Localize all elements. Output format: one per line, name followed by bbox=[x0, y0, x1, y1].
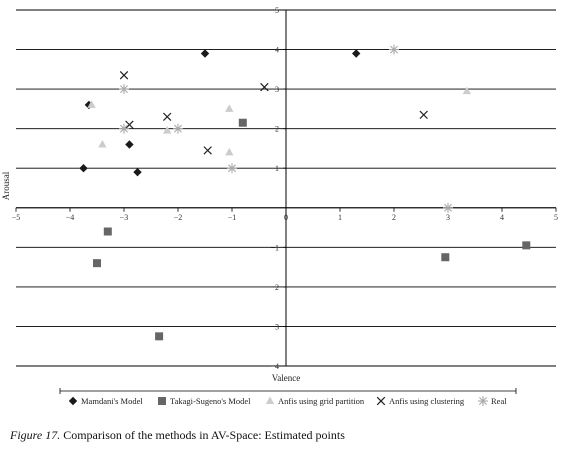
x-tick-label: 4 bbox=[500, 213, 504, 222]
legend-entry-label: Anfis using clustering bbox=[389, 396, 465, 406]
y-tick-label: 4 bbox=[275, 46, 279, 55]
scatter-chart: −5 −4 −3 −2 −1 0 1 2 3 4 5 −4 −3 −2 −1 1 2 3 4 5 Valence Ar… bbox=[1, 6, 558, 406]
y-tick-label: 5 bbox=[275, 6, 279, 15]
point-s4-2 bbox=[173, 123, 183, 134]
point-s0-4 bbox=[79, 164, 88, 173]
x-tick-label: 1 bbox=[338, 213, 342, 222]
point-s2-3 bbox=[225, 104, 234, 112]
point-s3-0 bbox=[119, 71, 129, 80]
x-tick-label: 5 bbox=[554, 213, 558, 222]
point-s3-3 bbox=[203, 146, 212, 155]
point-s4-3 bbox=[227, 163, 237, 174]
point-s1-2 bbox=[93, 259, 101, 268]
x-tick-label: −1 bbox=[228, 213, 237, 222]
legend-marker-1 bbox=[158, 397, 166, 405]
y-tick-label: 3 bbox=[275, 85, 279, 94]
figure-caption: Figure 17. Comparison of the methods in … bbox=[10, 428, 345, 443]
legend-entry-label: Real bbox=[491, 396, 507, 406]
y-tick-label: −1 bbox=[270, 243, 279, 252]
y-tick-label: 2 bbox=[275, 125, 279, 134]
y-tick-label: 1 bbox=[275, 164, 279, 173]
x-tick-label: −3 bbox=[120, 213, 129, 222]
point-s2-1 bbox=[98, 139, 107, 148]
caption-text: Comparison of the methods in AV-Space: E… bbox=[60, 428, 345, 442]
point-s1-5 bbox=[522, 241, 531, 250]
point-s2-2 bbox=[163, 126, 172, 134]
point-s3-4 bbox=[260, 82, 269, 92]
x-tick-label: −5 bbox=[12, 213, 21, 222]
y-tick-label: −2 bbox=[270, 283, 279, 292]
point-s2-5 bbox=[462, 86, 472, 95]
tick-labels: −5 −4 −3 −2 −1 0 1 2 3 4 5 −4 −3 −2 −1 1 2 3 4 5 bbox=[12, 6, 558, 371]
point-s3-2 bbox=[162, 112, 172, 122]
legend-entry-label: Takagi-Sugeno's Model bbox=[170, 396, 251, 406]
point-s3-1 bbox=[125, 120, 134, 129]
legend-marker-2 bbox=[265, 396, 275, 404]
legend-entry-label: Mamdani's Model bbox=[81, 396, 143, 406]
legend-marker-3 bbox=[376, 396, 386, 406]
point-s4-4 bbox=[389, 44, 399, 55]
axes bbox=[15, 9, 557, 367]
legend-marker-0 bbox=[68, 396, 78, 406]
x-tick-label: 2 bbox=[392, 213, 396, 222]
point-s0-3 bbox=[125, 140, 134, 149]
point-s0-0 bbox=[200, 49, 210, 58]
point-s2-4 bbox=[225, 147, 234, 156]
point-s1-0 bbox=[238, 118, 247, 127]
point-s4-1 bbox=[119, 123, 129, 134]
point-s4-5 bbox=[443, 202, 453, 213]
point-s4-0 bbox=[119, 84, 129, 95]
legend-entry-label: Anfis using grid partition bbox=[278, 396, 365, 406]
x-tick-label: 0 bbox=[284, 213, 288, 222]
point-s1-3 bbox=[155, 332, 164, 341]
legend: Mamdani's Model Takagi-Sugeno's Model Anfi… bbox=[59, 388, 517, 406]
x-tick-label: −2 bbox=[174, 213, 183, 222]
y-tick-label: −4 bbox=[270, 362, 279, 371]
point-s1-4 bbox=[441, 253, 450, 262]
data-points bbox=[79, 44, 531, 341]
x-tick-label: −4 bbox=[66, 213, 75, 222]
legend-marker-4 bbox=[478, 396, 488, 406]
y-tick-label: −3 bbox=[270, 322, 279, 331]
figure-label: Figure 17. bbox=[10, 428, 61, 442]
point-s0-5 bbox=[133, 167, 142, 177]
y-axis-label: Arousal bbox=[1, 171, 11, 200]
x-axis-label: Valence bbox=[272, 373, 300, 383]
point-s2-0 bbox=[87, 100, 96, 108]
point-s3-5 bbox=[419, 110, 428, 120]
point-s1-1 bbox=[103, 227, 112, 236]
point-s0-1 bbox=[352, 49, 361, 58]
x-tick-label: 3 bbox=[446, 213, 450, 222]
